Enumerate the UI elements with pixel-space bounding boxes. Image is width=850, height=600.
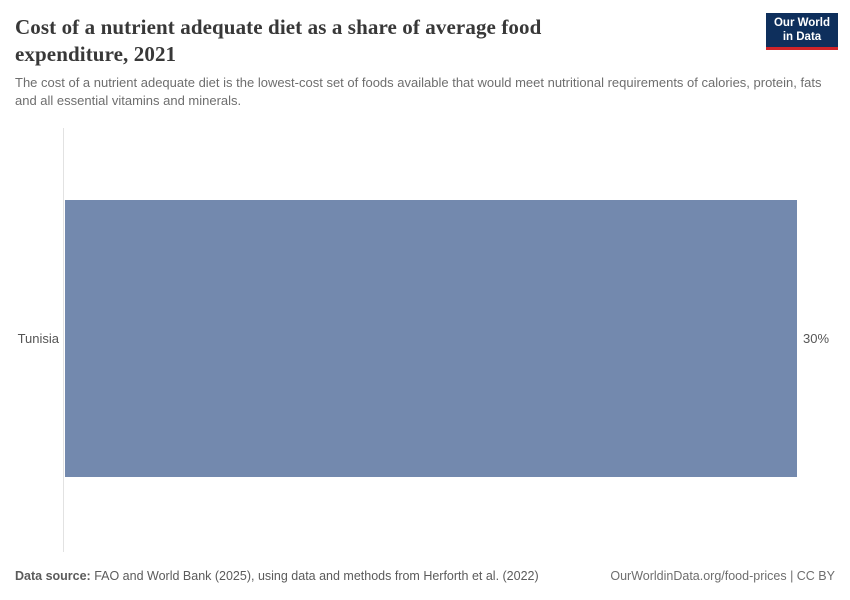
chart-subtitle: The cost of a nutrient adequate diet is … (15, 75, 822, 108)
y-axis-line (63, 128, 64, 552)
data-source-text: FAO and World Bank (2025), using data an… (90, 569, 539, 583)
chart-footer: Data source: FAO and World Bank (2025), … (15, 568, 835, 584)
entity-label-tunisia: Tunisia (17, 331, 59, 346)
bar[interactable] (65, 200, 797, 477)
chart-title: Cost of a nutrient adequate diet as a sh… (15, 15, 542, 66)
owid-logo[interactable]: Our World in Data (766, 13, 838, 50)
owid-logo-line2: in Data (782, 31, 822, 43)
owid-logo-line1: Our World (773, 17, 830, 29)
value-label-tunisia: 30% (803, 331, 830, 346)
data-source-note: Data source: FAO and World Bank (2025), … (15, 568, 539, 584)
data-source-label: Data source: (15, 569, 91, 583)
license-note: OurWorldinData.org/food-prices | CC BY (610, 569, 835, 583)
